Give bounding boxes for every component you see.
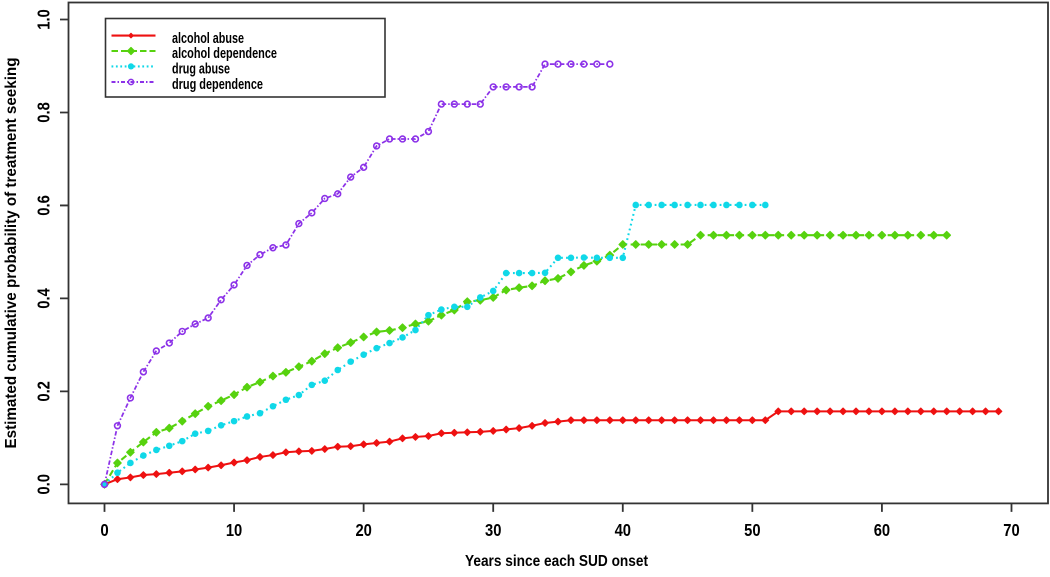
svg-text:drug abuse: drug abuse xyxy=(172,61,230,78)
svg-text:Estimated cumulative probabili: Estimated cumulative probability of trea… xyxy=(3,58,20,449)
svg-text:0.2: 0.2 xyxy=(34,381,54,402)
svg-text:0.0: 0.0 xyxy=(34,474,54,495)
svg-text:alcohol dependence: alcohol dependence xyxy=(172,45,277,62)
svg-text:1.0: 1.0 xyxy=(34,9,54,30)
svg-text:40: 40 xyxy=(615,520,632,540)
svg-text:60: 60 xyxy=(874,520,891,540)
svg-text:30: 30 xyxy=(485,520,502,540)
svg-text:alcohol abuse: alcohol abuse xyxy=(172,30,244,47)
svg-text:0: 0 xyxy=(100,520,109,540)
svg-text:20: 20 xyxy=(355,520,372,540)
svg-text:0.4: 0.4 xyxy=(34,288,54,309)
svg-text:50: 50 xyxy=(744,520,761,540)
svg-text:0.6: 0.6 xyxy=(34,195,54,216)
svg-text:0.8: 0.8 xyxy=(34,102,54,123)
svg-text:70: 70 xyxy=(1003,520,1020,540)
svg-text:10: 10 xyxy=(226,520,243,540)
svg-text:Years since each SUD onset: Years since each SUD onset xyxy=(465,553,649,570)
svg-text:drug dependence: drug dependence xyxy=(172,76,263,93)
